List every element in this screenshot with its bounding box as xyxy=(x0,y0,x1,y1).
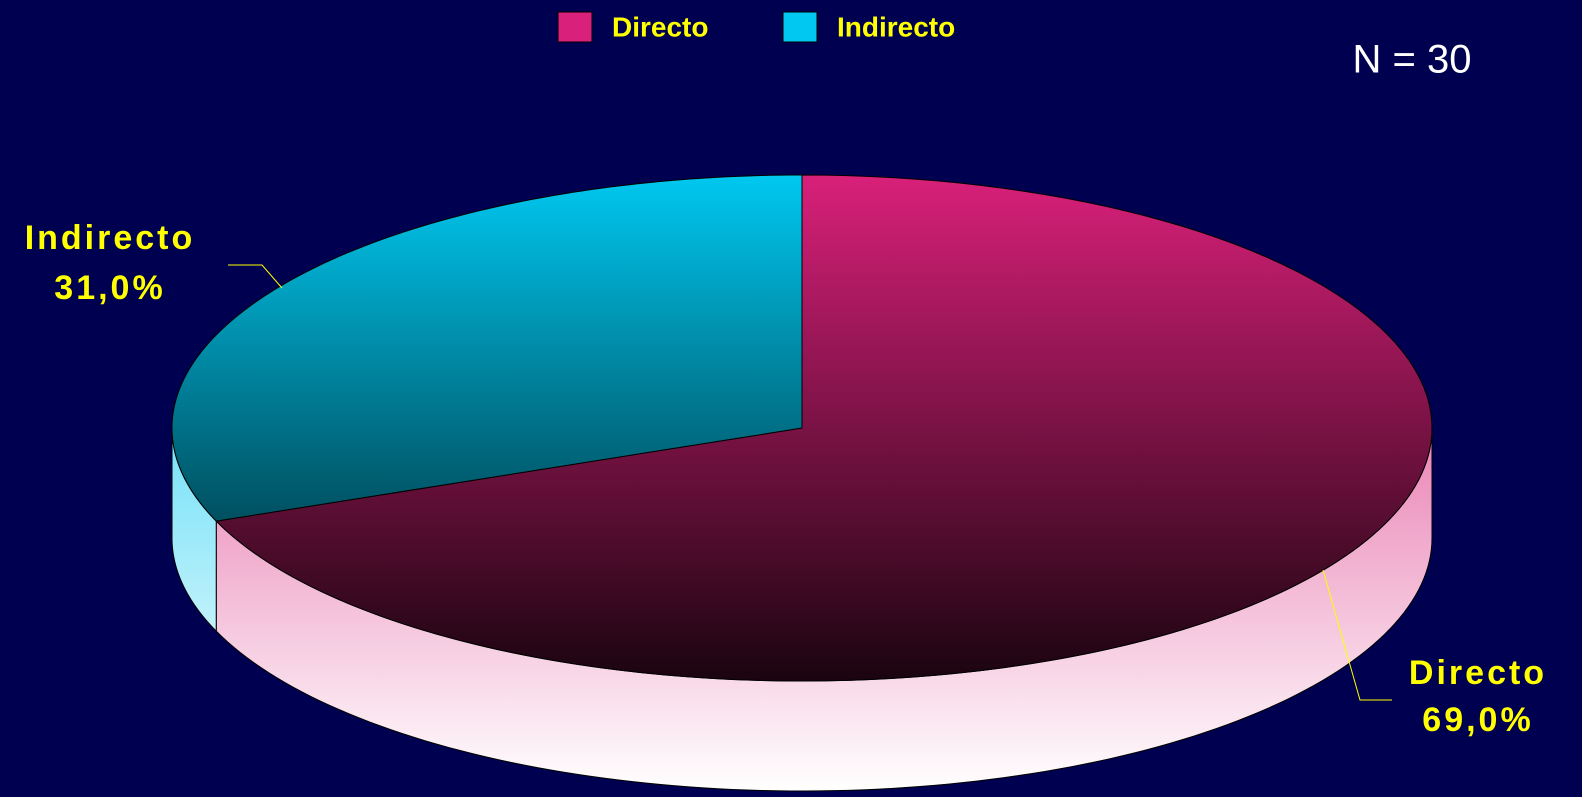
legend-swatch xyxy=(782,11,818,43)
data-label-value: 69,0% xyxy=(1422,701,1533,739)
leader-line xyxy=(228,264,283,289)
data-label-name: Indirecto xyxy=(25,219,196,257)
data-label-name: Directo xyxy=(1409,654,1547,692)
legend-label: Indirecto xyxy=(837,11,955,42)
legend-label: Directo xyxy=(612,11,708,42)
annotation: N = 30 xyxy=(1353,38,1472,82)
legend-swatch xyxy=(557,11,593,43)
slice xyxy=(171,174,803,522)
leader-line xyxy=(1322,569,1392,701)
data-label-value: 31,0% xyxy=(54,269,165,307)
pie xyxy=(171,174,1433,792)
